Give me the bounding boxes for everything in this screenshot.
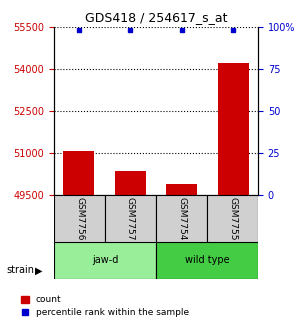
Text: jaw-d: jaw-d	[92, 255, 118, 265]
Text: wild type: wild type	[185, 255, 229, 265]
Bar	[207, 195, 258, 242]
Text: strain: strain	[6, 265, 34, 276]
Title: GDS418 / 254617_s_at: GDS418 / 254617_s_at	[85, 11, 227, 24]
Bar	[156, 242, 258, 279]
Bar	[54, 195, 105, 242]
Bar	[54, 242, 156, 279]
Bar	[115, 171, 146, 195]
Text: ▶: ▶	[34, 265, 42, 276]
Text: GSM7756: GSM7756	[75, 197, 84, 240]
Bar	[218, 63, 249, 195]
Bar	[156, 195, 207, 242]
Bar	[166, 184, 197, 195]
Text: GSM7754: GSM7754	[177, 197, 186, 240]
Bar	[105, 195, 156, 242]
Legend: count, percentile rank within the sample: count, percentile rank within the sample	[20, 293, 191, 319]
Text: GSM7755: GSM7755	[228, 197, 237, 240]
Bar	[63, 152, 94, 195]
Text: GSM7757: GSM7757	[126, 197, 135, 240]
